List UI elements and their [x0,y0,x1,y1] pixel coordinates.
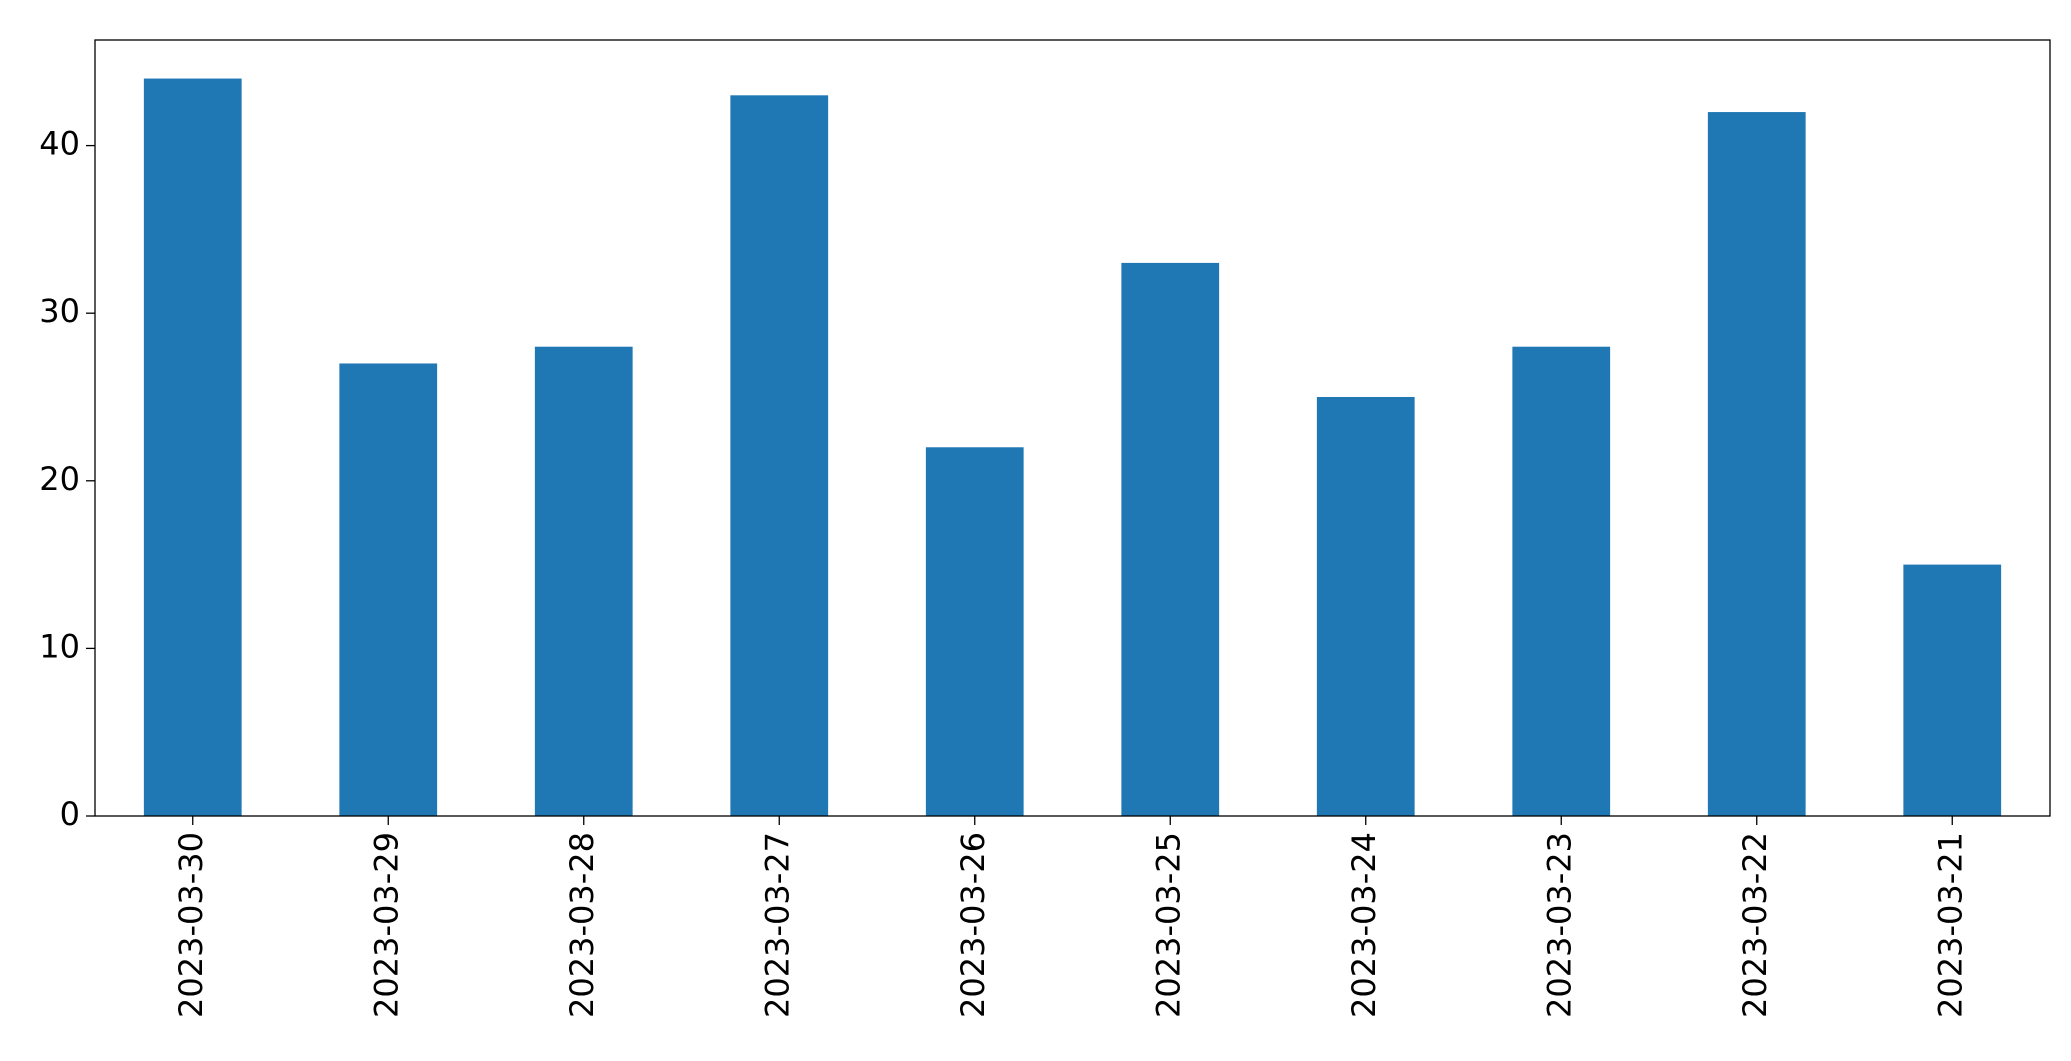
x-tick-label: 2023-03-25 [1149,832,1187,1018]
x-tick-label: 2023-03-30 [172,832,210,1018]
bar [143,78,242,817]
bar [925,447,1024,816]
x-tick-label: 2023-03-27 [758,832,796,1018]
x-tick-label: 2023-03-23 [1540,832,1578,1018]
x-tick-label: 2023-03-26 [954,832,992,1018]
bar [339,363,438,816]
x-tick-label: 2023-03-24 [1345,832,1383,1018]
bar [1707,112,1806,817]
y-tick-label: 20 [39,460,80,498]
bar [1512,346,1611,816]
x-tick-label: 2023-03-21 [1931,832,1969,1018]
plot-frame [94,39,2051,817]
y-tick-label: 40 [39,125,80,163]
bar [730,95,829,817]
x-tick-label: 2023-03-22 [1736,832,1774,1018]
y-tick-label: 30 [39,292,80,330]
y-tick-label: 10 [39,627,80,665]
bar [1121,262,1220,816]
x-tick-label: 2023-03-28 [563,832,601,1018]
y-tick-label: 0 [60,795,80,833]
bar [1903,564,2002,816]
x-tick-label: 2023-03-29 [367,832,405,1018]
bar [1316,396,1415,816]
bar [534,346,633,816]
